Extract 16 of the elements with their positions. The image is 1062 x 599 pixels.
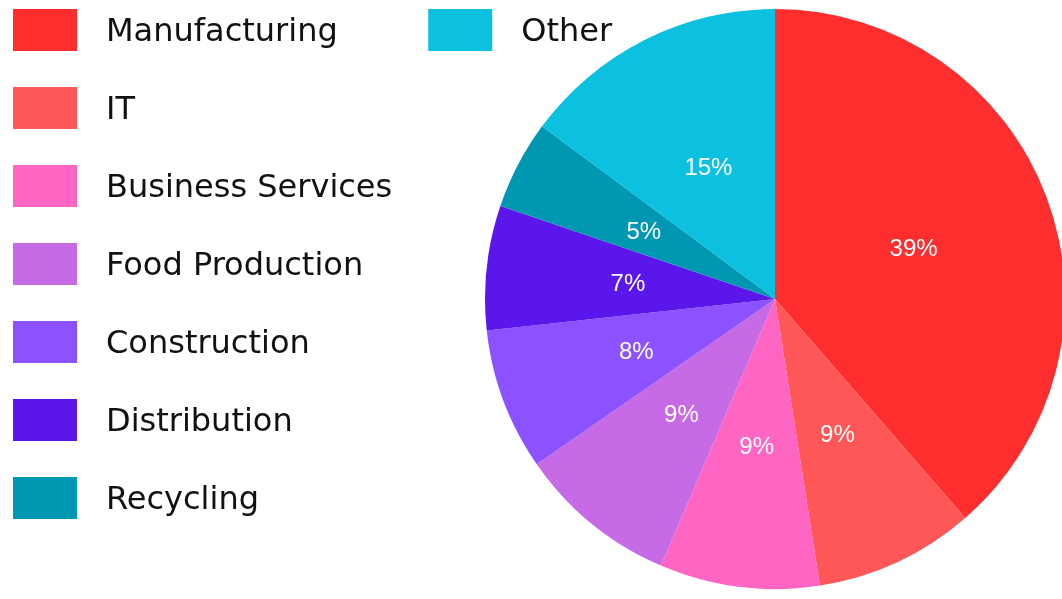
data-label: 5% xyxy=(626,216,662,244)
data-label: 7% xyxy=(610,269,646,297)
data-label: 9% xyxy=(820,419,855,447)
legend-label: IT xyxy=(106,89,136,127)
data-label: 39% xyxy=(889,233,938,261)
legend-label: Recycling xyxy=(106,479,259,517)
legend-label: Business Services xyxy=(106,167,393,205)
legend-label: Manufacturing xyxy=(106,11,338,49)
data-label: 9% xyxy=(664,400,699,428)
legend-label: Other xyxy=(521,11,613,49)
data-label: 9% xyxy=(739,432,774,460)
legend-label: Distribution xyxy=(106,401,293,439)
legend-label: Construction xyxy=(106,323,310,361)
data-label: 8% xyxy=(619,337,654,365)
data-label: 15% xyxy=(684,153,733,181)
legend-label: Food Production xyxy=(106,245,364,283)
